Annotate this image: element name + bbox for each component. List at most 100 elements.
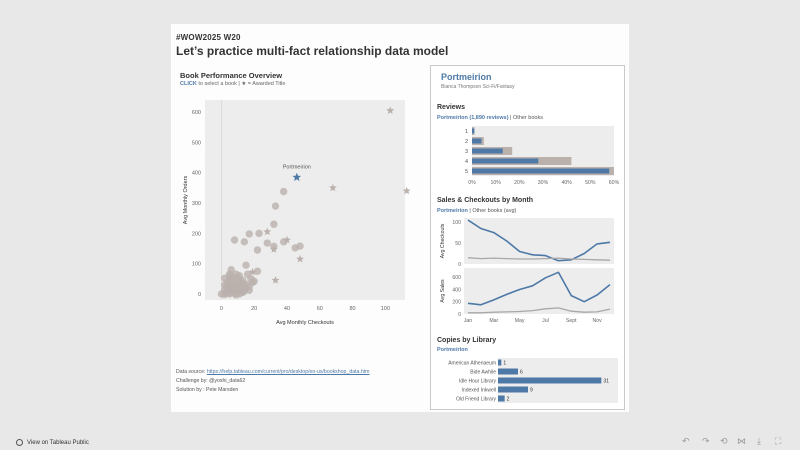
checkouts-plot-area bbox=[464, 218, 614, 264]
sales-y-tick: 400 bbox=[452, 287, 461, 293]
sales-subtitle-book: Portmeirion bbox=[437, 208, 468, 214]
scatter-point bbox=[245, 286, 253, 295]
challenge-credit: Challenge by: @yoshi_data62 bbox=[176, 378, 246, 384]
copies-library-label: American Athenaeum bbox=[448, 361, 496, 367]
reviews-x-tick: 20% bbox=[514, 180, 525, 186]
tableau-public-icon bbox=[16, 439, 23, 446]
scatter-point bbox=[225, 270, 234, 278]
scatter-x-tick: 80 bbox=[349, 306, 355, 312]
scatter-point bbox=[232, 291, 240, 299]
scatter-point bbox=[239, 279, 247, 288]
redo-icon[interactable]: ↷ bbox=[702, 436, 710, 446]
scatter-point bbox=[240, 238, 249, 246]
copies-library-label: Idle Hour Library bbox=[459, 379, 496, 385]
reviews-bar-chart[interactable]: 1 2 3 4 50% 10% 20% 30% 40% 50% 60% bbox=[432, 124, 622, 190]
selected-book-point bbox=[292, 172, 302, 181]
checkouts-y-tick: 100 bbox=[452, 220, 461, 226]
scatter-point bbox=[230, 236, 239, 244]
download-icon[interactable]: ⤓ bbox=[757, 436, 761, 446]
sales-subtitle-rest: | Other books (avg) bbox=[467, 208, 517, 214]
copies-bar bbox=[498, 386, 528, 393]
reviews-category-label: 4 bbox=[465, 159, 468, 165]
scatter-point bbox=[263, 239, 271, 247]
dashboard-title: Let’s practice multi-fact relationship d… bbox=[176, 44, 449, 58]
awarded-star-point bbox=[328, 183, 337, 192]
share-icon[interactable]: ⋈ bbox=[737, 436, 746, 446]
click-hint: CLICK bbox=[180, 81, 197, 87]
copies-value-label: 6 bbox=[520, 370, 523, 376]
reviews-bar-selected bbox=[472, 138, 482, 144]
scatter-y-tick: 400 bbox=[192, 171, 201, 177]
scatter-subtitle: CLICK to select a book | ★ = Awarded Tit… bbox=[180, 81, 285, 87]
scatter-point bbox=[270, 220, 278, 228]
checkouts-y-tick: 0 bbox=[458, 262, 461, 268]
sales-x-tick: Mar bbox=[489, 318, 498, 324]
fullscreen-icon[interactable]: ⛶ bbox=[775, 436, 782, 446]
scatter-x-tick: 0 bbox=[220, 306, 223, 312]
scatter-point bbox=[220, 281, 229, 289]
awarded-star-point bbox=[402, 186, 411, 195]
sales-x-tick: Jan bbox=[464, 318, 472, 324]
awarded-star-point bbox=[263, 227, 272, 236]
scatter-point bbox=[230, 277, 239, 285]
scatter-plot-area bbox=[205, 100, 405, 300]
copies-library-label: Indexed Inkwell bbox=[462, 388, 496, 394]
sales-x-tick: Nov bbox=[592, 318, 602, 324]
sales-other-line bbox=[468, 307, 611, 314]
data-source-link[interactable]: https://help.tableau.com/current/pro/des… bbox=[206, 369, 370, 375]
selected-book-author: Bianca Thompson Sci-Fi/Fantasy bbox=[441, 84, 515, 90]
reviews-category-label: 3 bbox=[465, 149, 468, 155]
sales-x-tick: May bbox=[515, 318, 525, 324]
scatter-y-tick: 300 bbox=[192, 201, 201, 207]
scatter-x-tick: 60 bbox=[317, 306, 323, 312]
copies-value-label: 31 bbox=[603, 379, 609, 385]
awarded-star-point bbox=[271, 276, 280, 284]
scatter-y-tick: 600 bbox=[192, 110, 201, 116]
scatter-y-tick: 200 bbox=[192, 231, 201, 237]
scatter-x-label: Avg Monthly Checkouts bbox=[276, 320, 334, 326]
sales-subtitle: Portmeirion | Other books (avg) bbox=[437, 208, 516, 214]
sales-selected-line bbox=[467, 271, 611, 306]
reset-icon[interactable]: ⟲ bbox=[720, 436, 728, 446]
reviews-x-tick: 10% bbox=[490, 180, 501, 186]
scatter-x-tick: 40 bbox=[284, 306, 290, 312]
reviews-category-label: 1 bbox=[465, 129, 468, 135]
scatter-point bbox=[271, 202, 280, 210]
tableau-public-label: View on Tableau Public bbox=[27, 439, 89, 446]
copies-by-library-chart[interactable]: American Athenaeum 1 Bide Awhile 6 Idle Hour… bbox=[432, 356, 622, 406]
data-source-label: Data source: bbox=[176, 369, 207, 375]
copies-library-label: Bide Awhile bbox=[470, 370, 496, 376]
sales-title: Sales & Checkouts by Month bbox=[437, 197, 534, 204]
reviews-x-tick: 0% bbox=[468, 180, 476, 186]
scatter-point bbox=[248, 278, 257, 287]
awarded-star-point bbox=[386, 106, 395, 114]
copies-bar bbox=[498, 368, 518, 375]
copies-value-label: 9 bbox=[530, 388, 533, 394]
checkouts-other-line bbox=[467, 257, 611, 261]
scatter-point bbox=[279, 187, 288, 196]
book-scatter-chart[interactable]: 0 100 200 300 400 500 600 0 20 40 60 80 100 Avg Month… bbox=[175, 92, 420, 332]
scatter-point bbox=[253, 267, 262, 275]
sales-y-tick: 200 bbox=[452, 300, 461, 306]
reviews-bar-selected bbox=[472, 168, 610, 174]
view-on-tableau-public[interactable]: View on Tableau Public bbox=[16, 439, 89, 446]
reviews-x-tick: 60% bbox=[609, 180, 620, 186]
sales-y-label: Avg Sales bbox=[440, 279, 446, 303]
sales-x-tick: Sept bbox=[566, 318, 577, 324]
reviews-title: Reviews bbox=[437, 104, 466, 111]
sales-plot-area bbox=[464, 268, 614, 314]
scatter-y-label: Avg Monthly Orders bbox=[183, 176, 189, 225]
scatter-point bbox=[255, 229, 263, 238]
reviews-x-tick: 50% bbox=[585, 180, 596, 186]
awarded-star-point bbox=[248, 267, 257, 276]
sales-x-tick: Jul bbox=[542, 318, 549, 324]
sales-checkouts-line-chart[interactable]: 0 50 100 Avg Checkouts 0 200 400 600 Avg Sales Ja… bbox=[432, 216, 622, 328]
dashboard-tag: #WOW2025 W20 bbox=[176, 33, 241, 42]
undo-icon[interactable]: ↶ bbox=[682, 436, 690, 446]
reviews-x-tick: 30% bbox=[538, 180, 549, 186]
scatter-x-tick: 20 bbox=[251, 306, 257, 312]
scatter-point bbox=[235, 272, 244, 280]
scatter-y-tick: 500 bbox=[192, 140, 201, 146]
checkouts-selected-line bbox=[467, 219, 611, 262]
reviews-x-tick: 40% bbox=[561, 180, 572, 186]
